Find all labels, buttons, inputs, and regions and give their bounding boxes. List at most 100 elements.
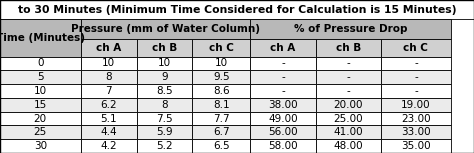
Bar: [250, 19, 451, 39]
Text: 6.7: 6.7: [213, 127, 230, 137]
Text: 8.6: 8.6: [213, 86, 230, 96]
Bar: [192, 70, 250, 84]
Text: 58.00: 58.00: [268, 141, 298, 151]
Text: 10: 10: [215, 58, 228, 69]
Text: 10: 10: [102, 58, 115, 69]
Text: ch A: ch A: [96, 43, 121, 53]
Text: 56.00: 56.00: [268, 127, 298, 137]
Bar: [316, 125, 381, 139]
Text: 25.00: 25.00: [334, 114, 363, 124]
Bar: [192, 125, 250, 139]
Bar: [381, 112, 451, 125]
Bar: [250, 57, 316, 70]
Bar: [81, 70, 137, 84]
Bar: [81, 112, 137, 125]
Bar: [0, 84, 81, 98]
Bar: [81, 84, 137, 98]
Text: ch C: ch C: [403, 43, 428, 53]
Text: 8: 8: [105, 72, 112, 82]
Bar: [250, 112, 316, 125]
Bar: [0, 70, 81, 84]
Bar: [381, 98, 451, 112]
Bar: [81, 125, 137, 139]
Text: 49.00: 49.00: [268, 114, 298, 124]
Text: 5: 5: [37, 72, 44, 82]
Text: 6.5: 6.5: [213, 141, 230, 151]
Text: 9: 9: [161, 72, 168, 82]
Text: 33.00: 33.00: [401, 127, 431, 137]
Text: 35.00: 35.00: [401, 141, 431, 151]
Text: 10: 10: [158, 58, 171, 69]
Bar: [137, 84, 192, 98]
Text: ch C: ch C: [209, 43, 234, 53]
Text: 9.5: 9.5: [213, 72, 230, 82]
Bar: [316, 57, 381, 70]
Text: ch B: ch B: [152, 43, 177, 53]
Bar: [316, 98, 381, 112]
Text: -: -: [346, 72, 350, 82]
Bar: [316, 139, 381, 153]
Text: 38.00: 38.00: [268, 100, 298, 110]
Bar: [81, 39, 137, 57]
Bar: [381, 57, 451, 70]
Bar: [316, 39, 381, 57]
Bar: [381, 70, 451, 84]
Text: 19.00: 19.00: [401, 100, 431, 110]
Bar: [250, 84, 316, 98]
Text: -: -: [346, 86, 350, 96]
Text: 20: 20: [34, 114, 47, 124]
Bar: [250, 70, 316, 84]
Bar: [192, 39, 250, 57]
Bar: [81, 139, 137, 153]
Bar: [250, 125, 316, 139]
Bar: [137, 98, 192, 112]
Text: -: -: [281, 72, 285, 82]
Bar: [0, 19, 81, 57]
Text: ch A: ch A: [270, 43, 296, 53]
Text: 5.9: 5.9: [156, 127, 173, 137]
Text: 8.1: 8.1: [213, 100, 230, 110]
Bar: [192, 84, 250, 98]
Text: 15: 15: [34, 100, 47, 110]
Text: 23.00: 23.00: [401, 114, 431, 124]
Text: 6.2: 6.2: [100, 100, 117, 110]
Text: 7.7: 7.7: [213, 114, 230, 124]
Text: 20.00: 20.00: [334, 100, 363, 110]
Bar: [192, 57, 250, 70]
Bar: [381, 39, 451, 57]
Text: 4.4: 4.4: [100, 127, 117, 137]
Text: 5.1: 5.1: [100, 114, 117, 124]
Bar: [81, 57, 137, 70]
Text: -: -: [281, 58, 285, 69]
Text: to 30 Minutes (Minimum Time Considered for Calculation is 15 Minutes): to 30 Minutes (Minimum Time Considered f…: [18, 5, 456, 15]
Text: 48.00: 48.00: [334, 141, 363, 151]
Bar: [0, 139, 81, 153]
Text: 7: 7: [105, 86, 112, 96]
Bar: [0, 98, 81, 112]
Bar: [316, 112, 381, 125]
Bar: [192, 98, 250, 112]
Text: -: -: [414, 86, 418, 96]
Text: ch B: ch B: [336, 43, 361, 53]
Bar: [381, 84, 451, 98]
Bar: [250, 98, 316, 112]
Bar: [0, 125, 81, 139]
Text: 8.5: 8.5: [156, 86, 173, 96]
Text: 0: 0: [37, 58, 44, 69]
Text: Time (Minutes): Time (Minutes): [0, 33, 85, 43]
Text: 7.5: 7.5: [156, 114, 173, 124]
Text: % of Pressure Drop: % of Pressure Drop: [294, 24, 407, 34]
Bar: [192, 139, 250, 153]
Text: 5.2: 5.2: [156, 141, 173, 151]
Text: 10: 10: [34, 86, 47, 96]
Bar: [81, 19, 250, 39]
Bar: [250, 139, 316, 153]
Bar: [316, 84, 381, 98]
Text: 30: 30: [34, 141, 47, 151]
Bar: [381, 139, 451, 153]
Text: Pressure (mm of Water Column): Pressure (mm of Water Column): [71, 24, 260, 34]
Bar: [81, 98, 137, 112]
Bar: [381, 125, 451, 139]
Text: -: -: [414, 72, 418, 82]
Bar: [316, 70, 381, 84]
